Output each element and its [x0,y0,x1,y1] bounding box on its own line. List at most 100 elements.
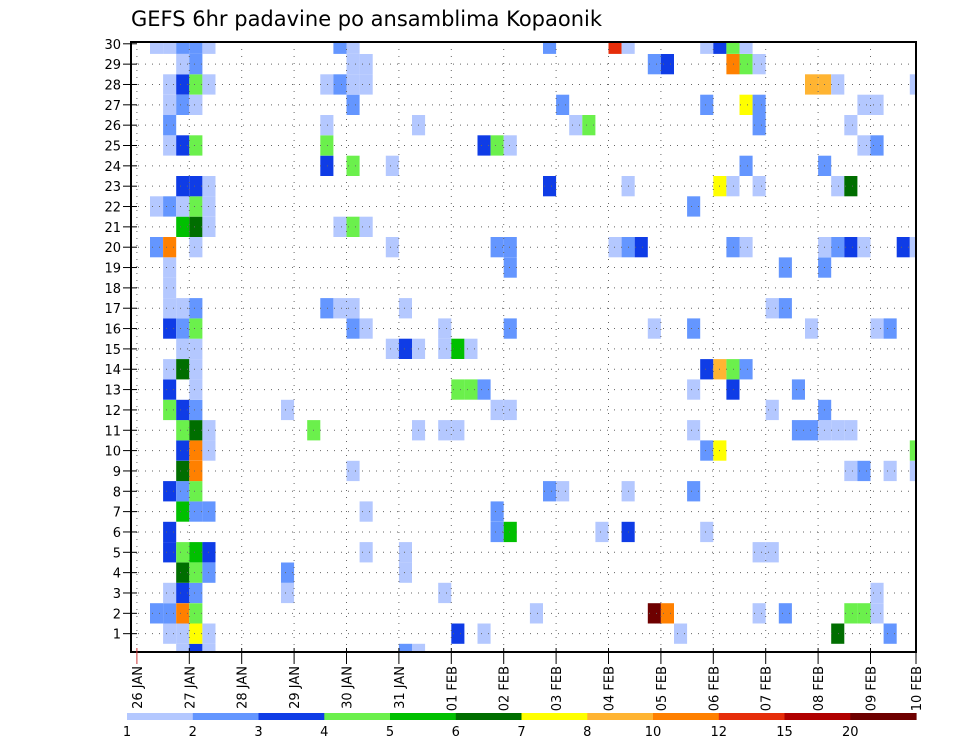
heatmap-cell-member-29-step-40 [660,54,674,75]
colorbar-legend: 1 2 3 4 5 6 7 8 10 12 15 20 [123,713,917,740]
heatmap-cell-member-16-step-4 [189,318,203,339]
heatmap-cell-member-16-step-42 [687,318,701,339]
heatmap-cell-member-17-step-4 [189,298,203,319]
colorbar-label: 15 [776,725,793,740]
x-tick-label: 31 JAN [393,666,408,709]
x-tick-label: 09 FEB [865,666,880,711]
colorbar-segment-3-4 [258,713,325,720]
heatmap-cell-member-24-step-46 [739,155,753,176]
heatmap-cell-member-20-step-2 [163,237,177,258]
colorbar-segment-15-20 [784,713,851,720]
heatmap-cell-member-27-step-47 [752,94,766,115]
heatmap-cell-member-11-step-51 [805,420,819,441]
colorbar-label: 1 [123,725,131,740]
y-axis: 1234567891011121314151617181920212223242… [104,38,137,643]
heatmap-cell-member-28-step-15 [333,74,347,95]
heatmap-cell-member-20-step-4 [189,237,203,258]
x-tick-label: 30 JAN [341,666,356,709]
colorbar-segment-2-3 [192,713,260,720]
y-tick-label: 12 [104,404,121,419]
heatmap-cell-member-26-step-47 [752,115,766,136]
x-tick-label: 27 JAN [183,666,198,709]
heatmap-cell-member-13-step-45 [726,379,740,400]
heatmap-cell-member-10-step-4 [189,440,203,461]
heatmap-cell-member-26-step-33 [569,115,583,136]
y-tick-label: 24 [104,160,121,175]
heatmap-cell-member-14-step-45 [726,359,740,380]
heatmap-cell-member-4-step-4 [189,562,203,583]
heatmap-cell-member-16-step-57 [883,318,897,339]
heatmap-cell-member-15-step-24 [451,338,465,359]
heatmap-cell-member-26-step-2 [163,115,177,136]
heatmap-cell-member-29-step-39 [647,54,661,75]
heatmap-cell-member-8-step-2 [163,481,177,502]
heatmap-cell-member-20-step-45 [726,237,740,258]
heatmap-cell-member-29-step-16 [346,54,360,75]
heatmap-cell-member-27-step-56 [870,94,884,115]
heatmap-cell-member-27-step-16 [346,94,360,115]
heatmap-cell-member-18-step-2 [163,277,177,298]
heatmap-cell-member-13-step-4 [189,379,203,400]
heatmap-cell-member-7-step-3 [176,501,190,522]
colorbar-label: 7 [517,725,525,740]
heatmap-cell-member-27-step-2 [163,94,177,115]
heatmap-cell-member-21-step-17 [359,216,373,237]
heatmap-cell-member-30-step-45 [726,42,740,54]
heatmap-cell-member-26-step-54 [844,115,858,136]
heatmap-cell-member-3-step-56 [870,582,884,604]
heatmap-cell-member-8-step-4 [189,481,203,502]
y-tick-label: 15 [104,343,121,358]
heatmap-cell-member-6-step-2 [163,521,177,543]
y-tick-label: 10 [104,445,121,460]
x-tick-label: 05 FEB [655,666,670,711]
colorbar-segment-10-12 [653,713,720,720]
heatmap-cell-member-22-step-42 [687,196,701,217]
heatmap-cell-member-1-step-4 [189,623,203,644]
heatmap-cell-member-15-step-20 [398,338,412,359]
heatmap-cell-member-17-step-15 [333,298,347,319]
heatmap-cell-member-15-step-25 [464,338,478,359]
colorbar-segment-8-10 [587,713,654,720]
colorbar-label: 12 [711,725,728,740]
chart-title: GEFS 6hr padavine po ansamblima Kopaonik [131,7,603,31]
heatmap-cell-member-16-step-17 [359,318,373,339]
heatmap-cell-member-9-step-59 [909,460,916,482]
heatmap-cell-member-16-step-39 [647,318,661,339]
heatmap-cell-member-8-step-32 [556,481,570,502]
heatmap-cell-member-5-step-3 [176,542,190,563]
heatmap-cell-member-7-step-4 [189,501,203,522]
heatmap-cell-member-30-step-31 [543,42,557,54]
heatmap-cell-member-6-step-35 [595,521,609,543]
colorbar-label: 10 [645,725,662,740]
heatmap-cell-member-27-step-4 [189,94,203,115]
heatmap-cell-member-2-step-54 [844,603,858,624]
heatmap-cell-member-24-step-19 [385,155,399,176]
y-tick-label: 8 [113,485,121,500]
heatmap-cell-member-22-step-4 [189,196,203,217]
x-axis: 26 JAN 27 JAN 28 JAN 29 JAN 30 JAN 31 JAN 01 F… [131,648,925,711]
heatmap-cell-member-2-step-2 [163,603,177,624]
heatmap-cell-member-27-step-43 [700,94,714,115]
heatmap-cell-member-3-step-23 [438,582,452,604]
heatmap-cell-member-2-step-4 [189,603,203,624]
heatmap-cell-member-5-step-48 [765,542,779,563]
heatmap-cell-member-29-step-45 [726,54,740,75]
heatmap-cell-member-19-step-2 [163,257,177,278]
heatmap-cell-member-27-step-32 [556,94,570,115]
colorbar-segment-7-8 [521,713,588,720]
x-tick-label: 06 FEB [707,666,722,711]
y-tick-label: 7 [113,506,121,521]
heatmap-cell-member-17-step-49 [778,298,792,319]
heatmap-cell-member-20-step-46 [739,237,753,258]
heatmap-cell-member-13-step-50 [791,379,805,400]
heatmap-cell-member-24-step-14 [320,155,334,176]
heatmap-cell-member-16-step-2 [163,318,177,339]
heatmap-cell-member-21-step-3 [176,216,190,237]
heatmap-cell-member-12-step-3 [176,399,190,421]
heatmap-cell-member-29-step-46 [739,54,753,75]
heatmap-cell-member-2-step-49 [778,603,792,624]
heatmap-cell-member-28-step-14 [320,74,334,95]
heatmap-cell-member-7-step-27 [490,501,504,522]
heatmap-cell-member-6-step-28 [503,521,517,543]
